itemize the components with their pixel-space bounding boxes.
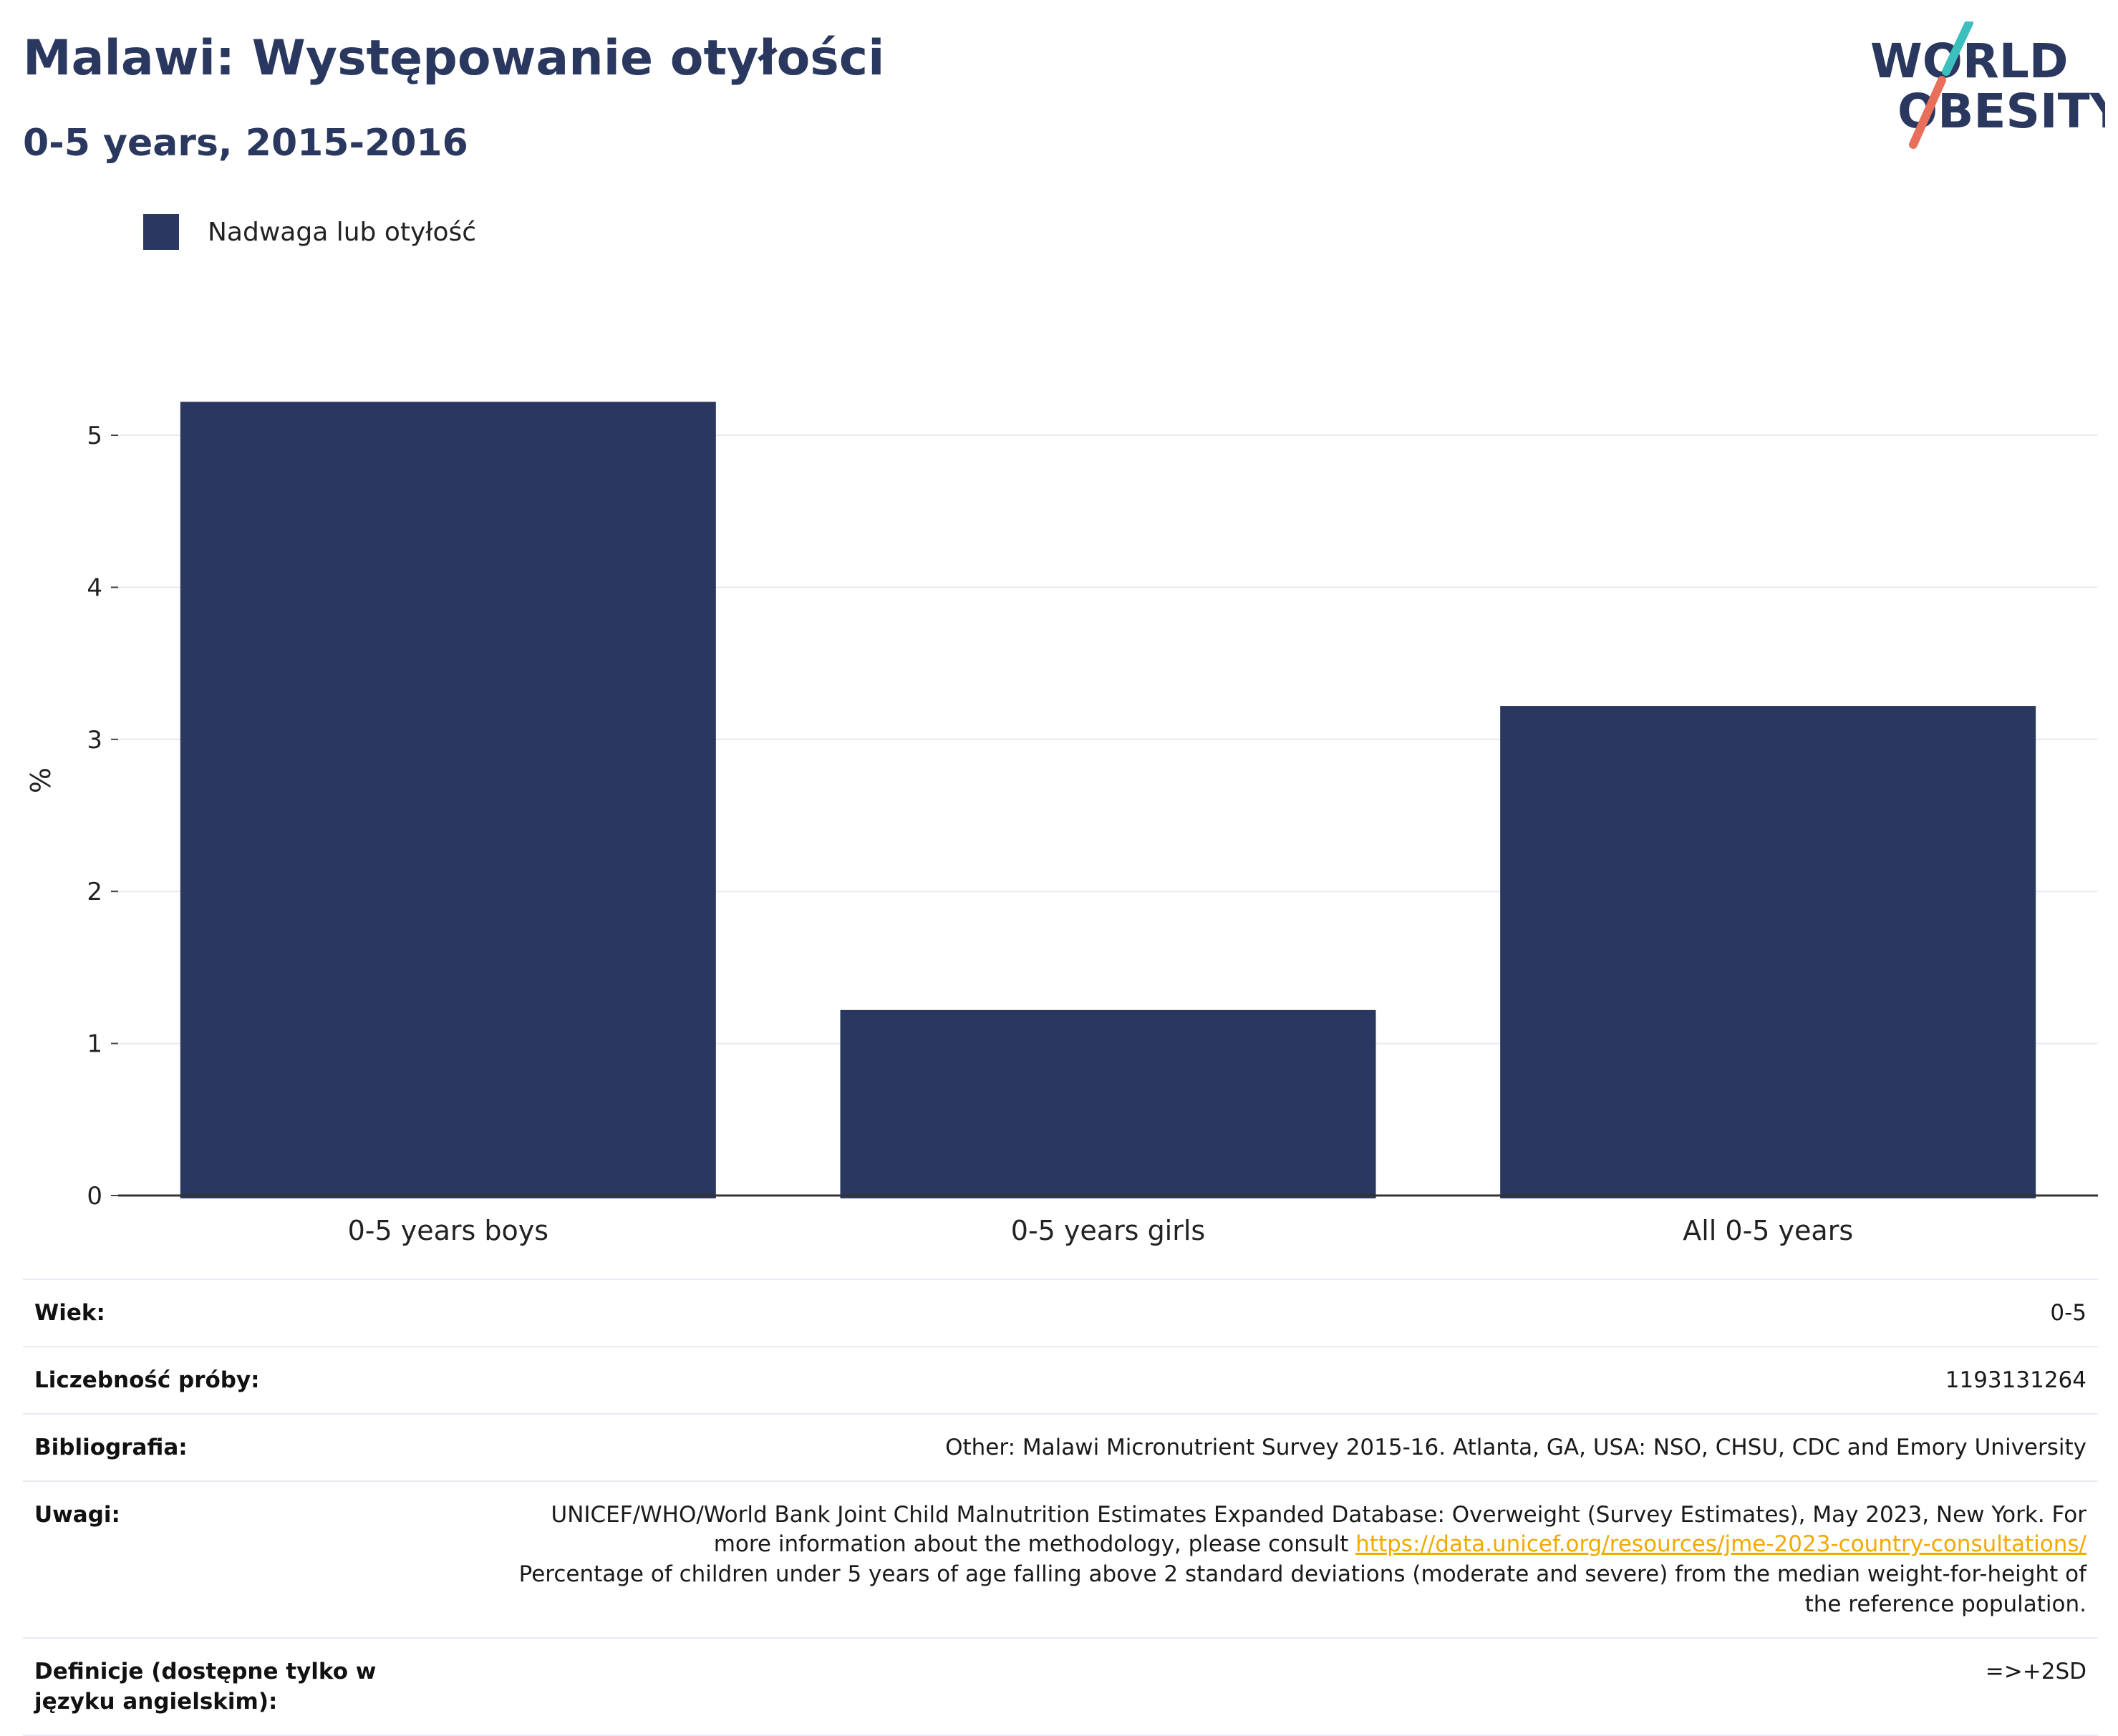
info-row-definitions-label: Definicje (dostępne tylko w języku angie… (34, 1658, 377, 1715)
info-row-1-label: Liczebność próby: (34, 1367, 260, 1393)
info-table: Wiek: 0-5 Liczebność próby: 1193131264 Bibli… (23, 1279, 2098, 1736)
bar (1500, 706, 2036, 1198)
x-tick-label: 0-5 years boys (348, 1215, 548, 1246)
info-row-0: Wiek: 0-5 (23, 1279, 2098, 1347)
logo-slash-top (1942, 21, 1973, 76)
y-tick-label: 0 (87, 1182, 102, 1211)
info-row-notes-value: UNICEF/WHO/World Bank Joint Child Malnut… (518, 1501, 2086, 1618)
y-tick-label: 1 (87, 1030, 102, 1059)
y-tick-label: 4 (87, 573, 102, 602)
y-tick-label: 2 (87, 878, 102, 906)
info-row-2-label: Bibliografia: (34, 1434, 188, 1460)
info-row-0-label: Wiek: (34, 1300, 105, 1326)
x-tick-label: All 0-5 years (1683, 1215, 1853, 1246)
bar (840, 1009, 1376, 1198)
bar (180, 402, 716, 1198)
world-obesity-logo: WORLD OBESITY (1870, 21, 2105, 149)
y-tick-label: 3 (87, 726, 102, 755)
chart-title: Malawi: Występowanie otyłości (23, 30, 885, 87)
chart-subtitle: 0-5 years, 2015-2016 (23, 122, 468, 165)
x-tick-label: 0-5 years girls (1011, 1215, 1205, 1246)
info-row-1-value: 1193131264 (1945, 1367, 2086, 1393)
info-row-definitions: Definicje (dostępne tylko w języku angie… (23, 1637, 2098, 1735)
info-row-2: Bibliografia: Other: Malawi Micronutrient… (23, 1413, 2098, 1481)
bar-chart: 0 1 2 3 4 5% 0-5 years boys 0-5 years girls All … (25, 402, 2098, 1246)
y-axis-label: % (25, 767, 57, 793)
info-row-0-value: 0-5 (2050, 1300, 2086, 1326)
info-row-1: Liczebność próby: 1193131264 (23, 1346, 2098, 1414)
methodology-link[interactable]: https://data.unicef.org/resources/jme-20… (1355, 1531, 2086, 1558)
logo-slash-bottom (1909, 76, 1946, 149)
info-row-notes-label: Uwagi: (34, 1501, 120, 1528)
logo-text-world: WORLD (1870, 34, 2069, 89)
legend-swatch (143, 214, 179, 250)
legend[interactable]: Nadwaga lub otyłość (143, 212, 476, 252)
y-tick-label: 5 (87, 422, 102, 450)
info-row-2-value: Other: Malawi Micronutrient Survey 2015-… (945, 1434, 2086, 1460)
legend-label: Nadwaga lub otyłość (208, 217, 477, 247)
info-row-notes: Uwagi: UNICEF/WHO/World Bank Joint Child … (23, 1480, 2098, 1638)
info-row-definitions-value: =>+2SD (1985, 1658, 2086, 1684)
